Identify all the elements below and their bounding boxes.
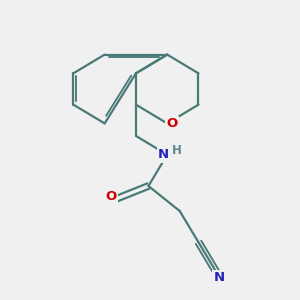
Text: O: O [105, 190, 116, 203]
Text: O: O [166, 117, 178, 130]
Text: N: N [213, 271, 224, 284]
Text: H: H [172, 143, 182, 157]
Text: N: N [158, 148, 169, 161]
